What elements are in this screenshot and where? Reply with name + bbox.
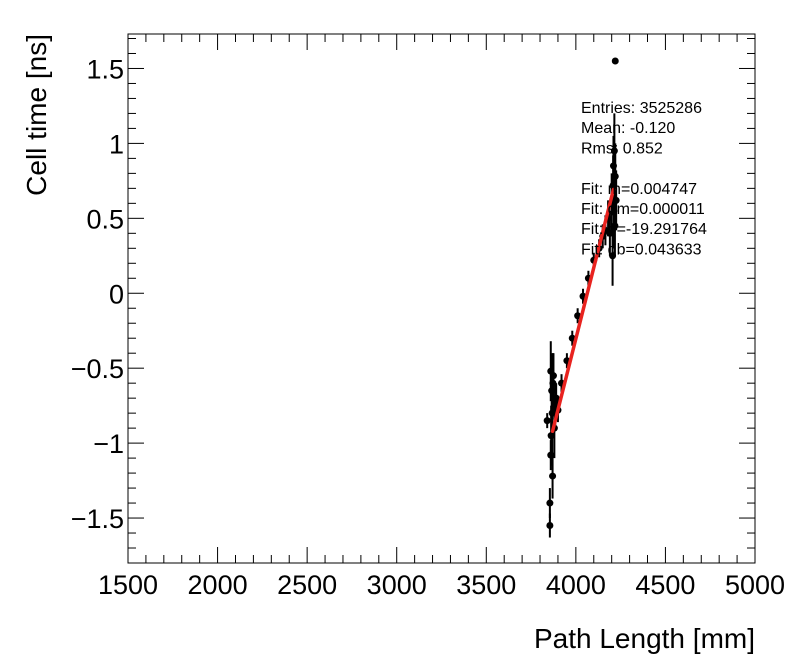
x-tick-label: 3500 [456,570,516,600]
y-tick-label: −1.5 [71,504,124,534]
data-point [609,162,617,170]
x-tick-label: 1500 [98,570,158,600]
y-tick-label: 0 [109,279,124,309]
x-tick-label: 4000 [546,570,606,600]
data-point [609,181,617,189]
data-point [543,417,551,425]
data-point [547,432,555,440]
data-points [543,57,620,530]
data-point [609,252,617,260]
data-point [548,387,556,395]
data-point [611,57,619,65]
stats-line: Mean: -0.120 [581,120,675,137]
fit-line-group [550,187,616,434]
fit-line [550,187,616,434]
data-point [610,207,618,215]
x-tick-label: 4500 [635,570,695,600]
y-tick-label: 1.5 [86,54,124,84]
data-point [612,196,620,204]
data-point [549,472,557,480]
stats-line: Fit: db=0.043633 [581,241,702,258]
data-point [611,172,619,180]
x-tick-label: 3000 [367,570,427,600]
data-point [549,379,557,387]
data-point [574,312,582,320]
y-axis-title: Cell time [ns] [21,34,52,196]
x-tick-label: 2000 [188,570,248,600]
x-tick-label: 2500 [277,570,337,600]
data-point [548,409,556,417]
y-tick-label: 0.5 [86,204,124,234]
stats-box: Entries: 3525286 Mean: -0.120 Rms: 0.852 Fi… [581,100,707,258]
x-axis-title: Path Length [mm] [534,623,755,654]
y-tick-label: −0.5 [71,354,124,384]
stats-line: Fit: b=-19.291764 [581,221,707,238]
y-tick-label: −1 [93,429,124,459]
y-tick-label: 1 [109,129,124,159]
plot-frame [127,33,756,564]
stats-line: Fit: m=0.004747 [581,181,697,198]
data-point [552,394,560,402]
stats-line: Entries: 3525286 [581,100,702,117]
data-point [611,222,619,230]
data-point [549,372,557,380]
stats-line: Fit: dm=0.000011 [581,201,705,218]
axis-tick-labels: 1500 2000 2500 3000 3500 4000 4500 5000 −1.5 −1 −0… [71,54,785,600]
data-point [547,451,555,459]
stats-line: Rms: 0.852 [581,140,663,157]
data-point [546,522,554,530]
x-tick-label: 5000 [725,570,785,600]
data-point [606,229,614,237]
data-point [610,147,618,155]
data-point [546,499,554,507]
